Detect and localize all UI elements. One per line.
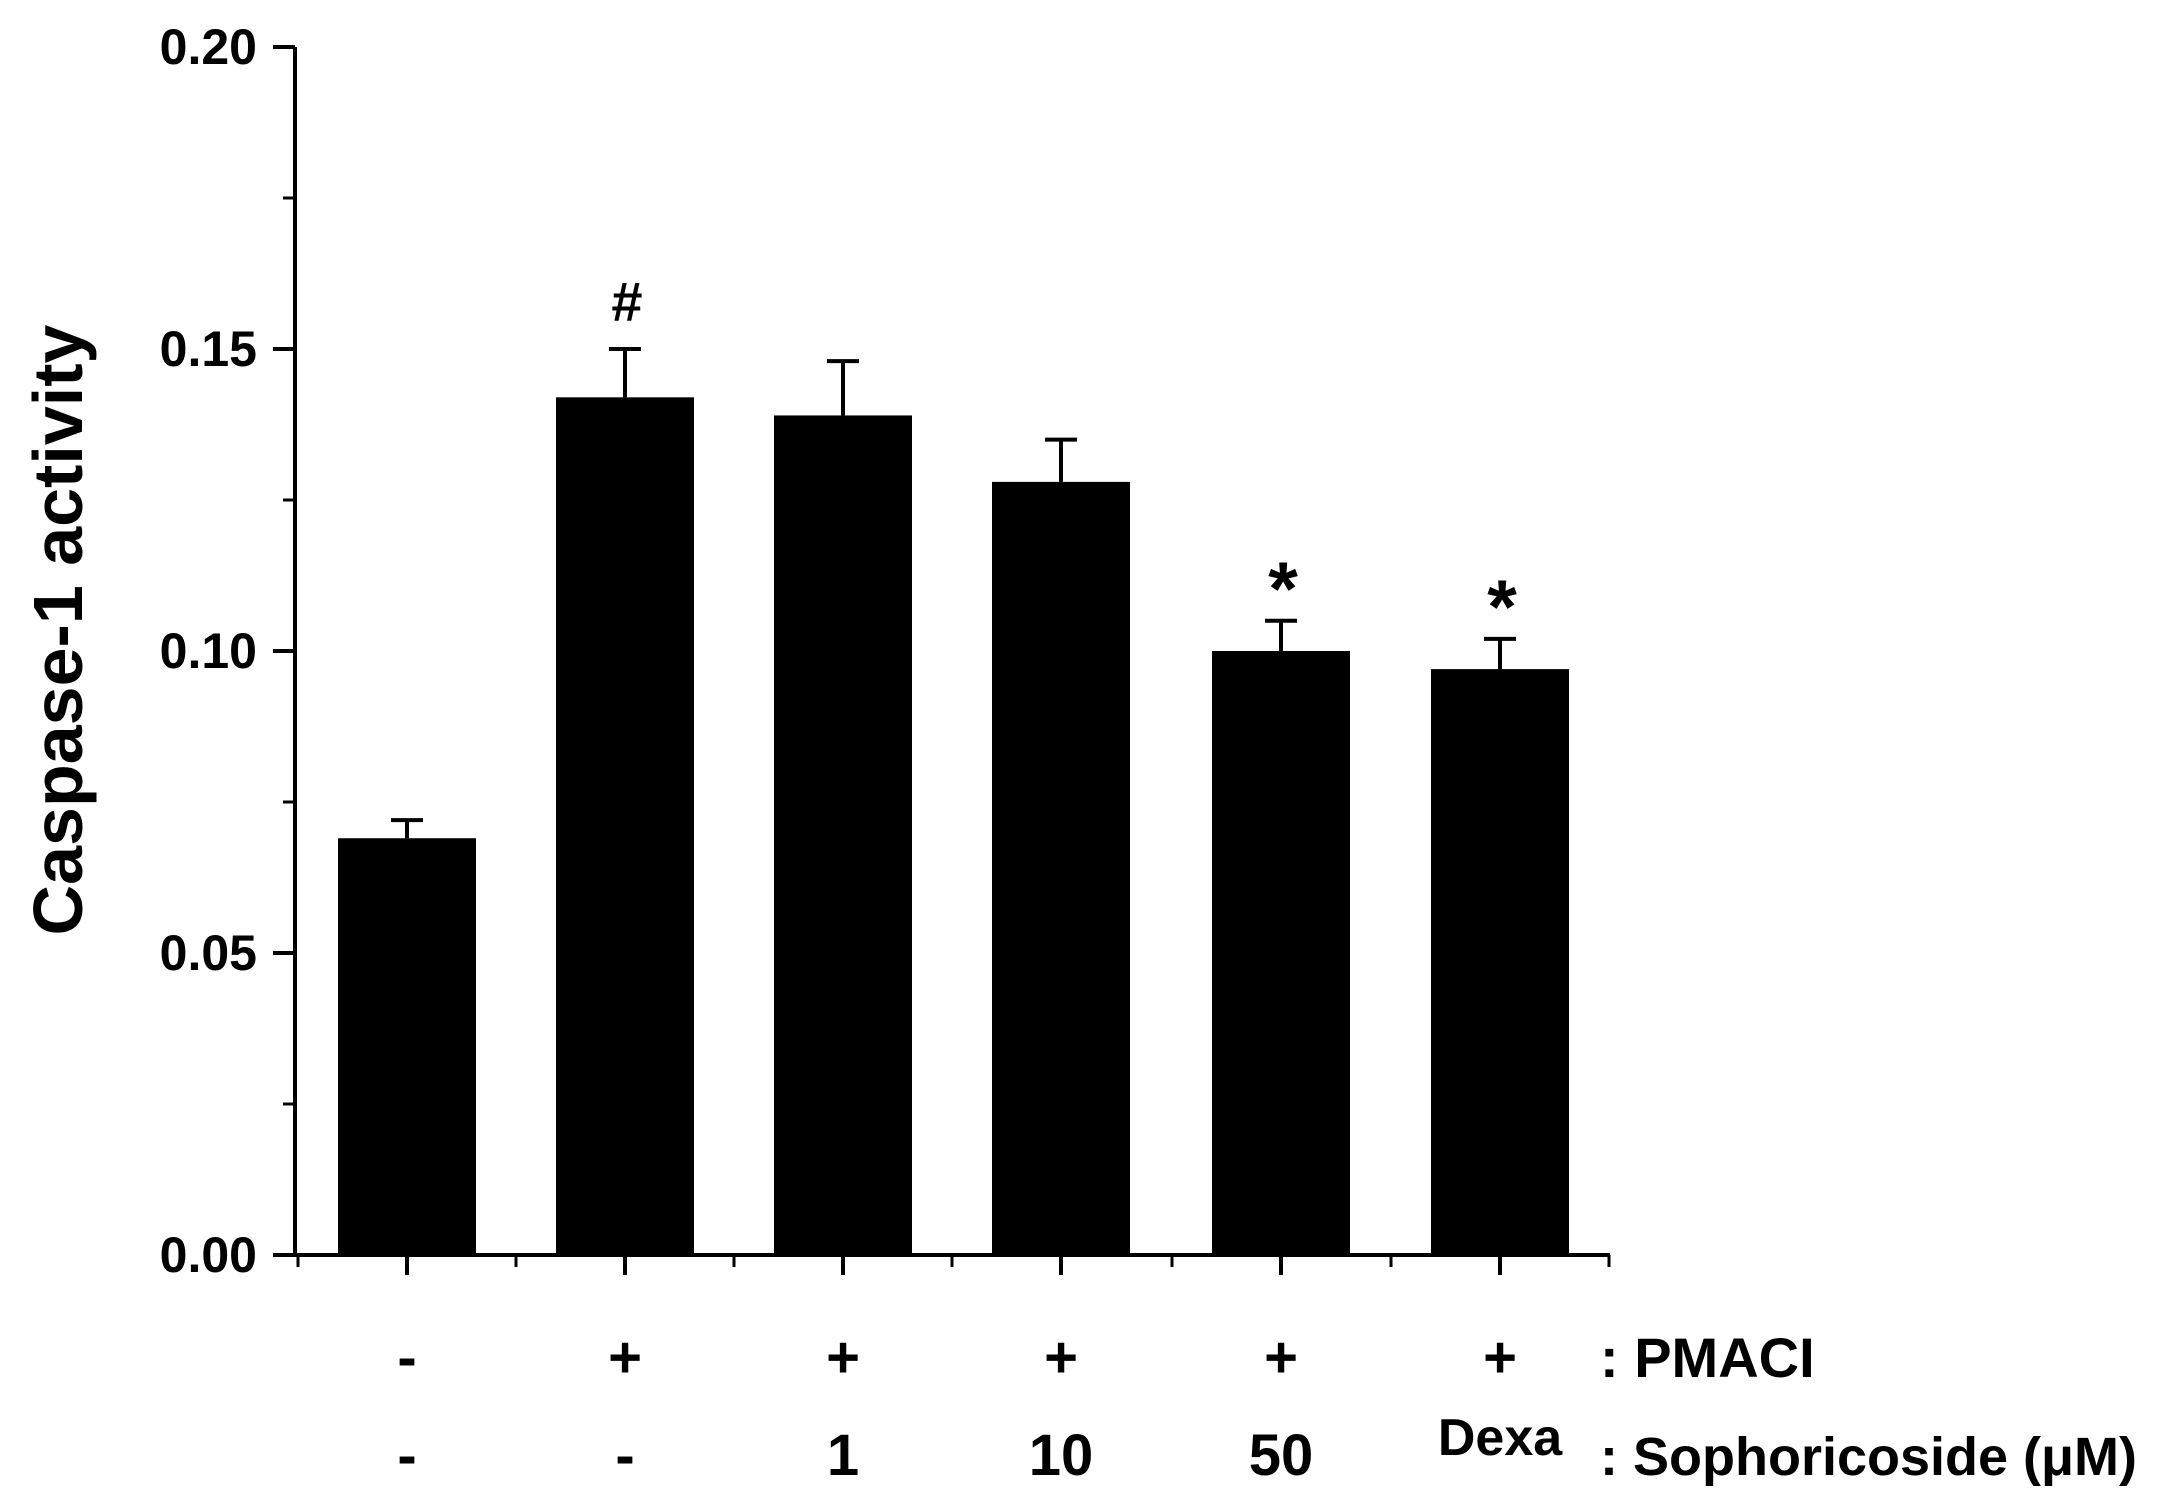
- pmaci-label: +: [1483, 1325, 1517, 1390]
- sophoricoside-label: Dexa: [1438, 1409, 1563, 1467]
- significance-marker: *: [1487, 565, 1517, 650]
- pmaci-label: +: [1264, 1325, 1298, 1390]
- sophoricoside-label: 50: [1249, 1423, 1314, 1488]
- significance-marker: #: [611, 270, 642, 333]
- sophoricoside-label: -: [397, 1423, 416, 1488]
- sophoricoside-label: 10: [1029, 1423, 1094, 1488]
- sophoricoside-label: -: [615, 1423, 634, 1488]
- pmaci-label: -: [397, 1325, 416, 1390]
- y-tick-label: 0.05: [160, 925, 257, 981]
- condition-rows: - + + + + + - - 1 10 50 Dexa : PMACI : Sophoricoside …: [397, 1325, 2137, 1488]
- sophoricoside-row-title: : Sophoricoside (μM): [1600, 1427, 2137, 1487]
- error-bars: [391, 347, 1516, 839]
- axes: 0.00 0.05 0.10 0.15 0.20: [160, 19, 1611, 1283]
- y-axis-label: Caspase-1 activity: [19, 324, 97, 935]
- bar: [992, 481, 1130, 1255]
- bar: [774, 415, 912, 1255]
- bar: [1212, 651, 1350, 1255]
- y-tick-label: 0.20: [160, 19, 257, 75]
- bars: [338, 397, 1569, 1255]
- y-tick-label: 0.10: [160, 623, 257, 679]
- sophoricoside-label: 1: [827, 1423, 859, 1488]
- pmaci-label: +: [1044, 1325, 1078, 1390]
- annotations: # * *: [611, 270, 1517, 650]
- bar: [338, 838, 476, 1255]
- pmaci-label: +: [608, 1325, 642, 1390]
- pmaci-row-title: : PMACI: [1600, 1326, 1815, 1389]
- bar: [1431, 669, 1569, 1255]
- bar: [556, 397, 694, 1255]
- significance-marker: *: [1268, 547, 1298, 632]
- pmaci-label: +: [826, 1325, 860, 1390]
- y-tick-label: 0.00: [160, 1227, 257, 1283]
- y-tick-label: 0.15: [160, 321, 257, 377]
